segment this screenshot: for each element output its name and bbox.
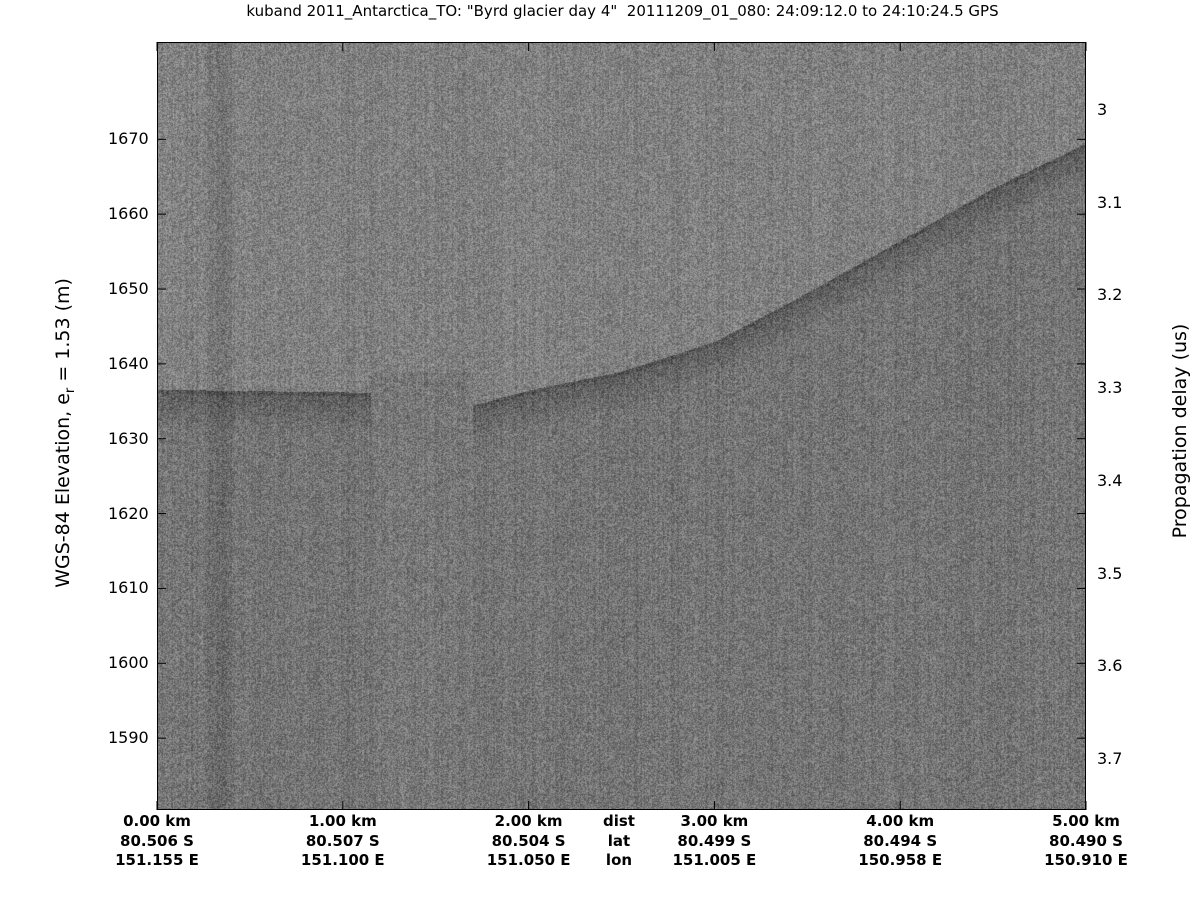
y-tick-label: 1640: [108, 354, 149, 373]
y-tick-label: 1600: [108, 653, 149, 672]
x-row-label-lat: lat: [559, 832, 679, 852]
y-tick-label: 1610: [108, 578, 149, 597]
y2-tick-label: 3.5: [1097, 564, 1122, 583]
x-tick-label-dist: 1.00 km: [283, 812, 403, 832]
y-tick-label: 1620: [108, 504, 149, 523]
y-tick-label: 1630: [108, 429, 149, 448]
y2-tick-label: 3.7: [1097, 749, 1122, 768]
x-tick-label-lat: 80.494 S: [840, 832, 960, 852]
x-tick-label-lon: 150.910 E: [1026, 851, 1146, 871]
x-tick-label-dist: 4.00 km: [840, 812, 960, 832]
y2-tick-label: 3.4: [1097, 471, 1122, 490]
y-tick-label: 1650: [108, 279, 149, 298]
x-tick-label-dist: 0.00 km: [97, 812, 217, 832]
x-tick-label-lon: 151.155 E: [97, 851, 217, 871]
y-tick-label: 1670: [108, 129, 149, 148]
y2-tick-label: 3: [1097, 100, 1107, 119]
x-row-label-dist: dist: [559, 812, 679, 832]
y2-tick-label: 3.2: [1097, 285, 1122, 304]
x-row-label-lon: lon: [559, 851, 679, 871]
y-tick-label: 1590: [108, 728, 149, 747]
y2-tick-label: 3.1: [1097, 193, 1122, 212]
y2-tick-label: 3.3: [1097, 378, 1122, 397]
y-tick-label: 1660: [108, 204, 149, 223]
axes: [0, 0, 1200, 900]
x-tick-label-lat: 80.506 S: [97, 832, 217, 852]
x-tick-label-lon: 151.100 E: [283, 851, 403, 871]
x-tick-label-lon: 150.958 E: [840, 851, 960, 871]
x-tick-label-lat: 80.507 S: [283, 832, 403, 852]
y2-axis-label: Propagation delay (us): [1169, 311, 1191, 551]
x-tick-label-dist: 5.00 km: [1026, 812, 1146, 832]
y2-tick-label: 3.6: [1097, 656, 1122, 675]
y-axis-label: WGS-84 Elevation, er = 1.53 (m): [52, 253, 78, 613]
x-tick-label-lat: 80.490 S: [1026, 832, 1146, 852]
